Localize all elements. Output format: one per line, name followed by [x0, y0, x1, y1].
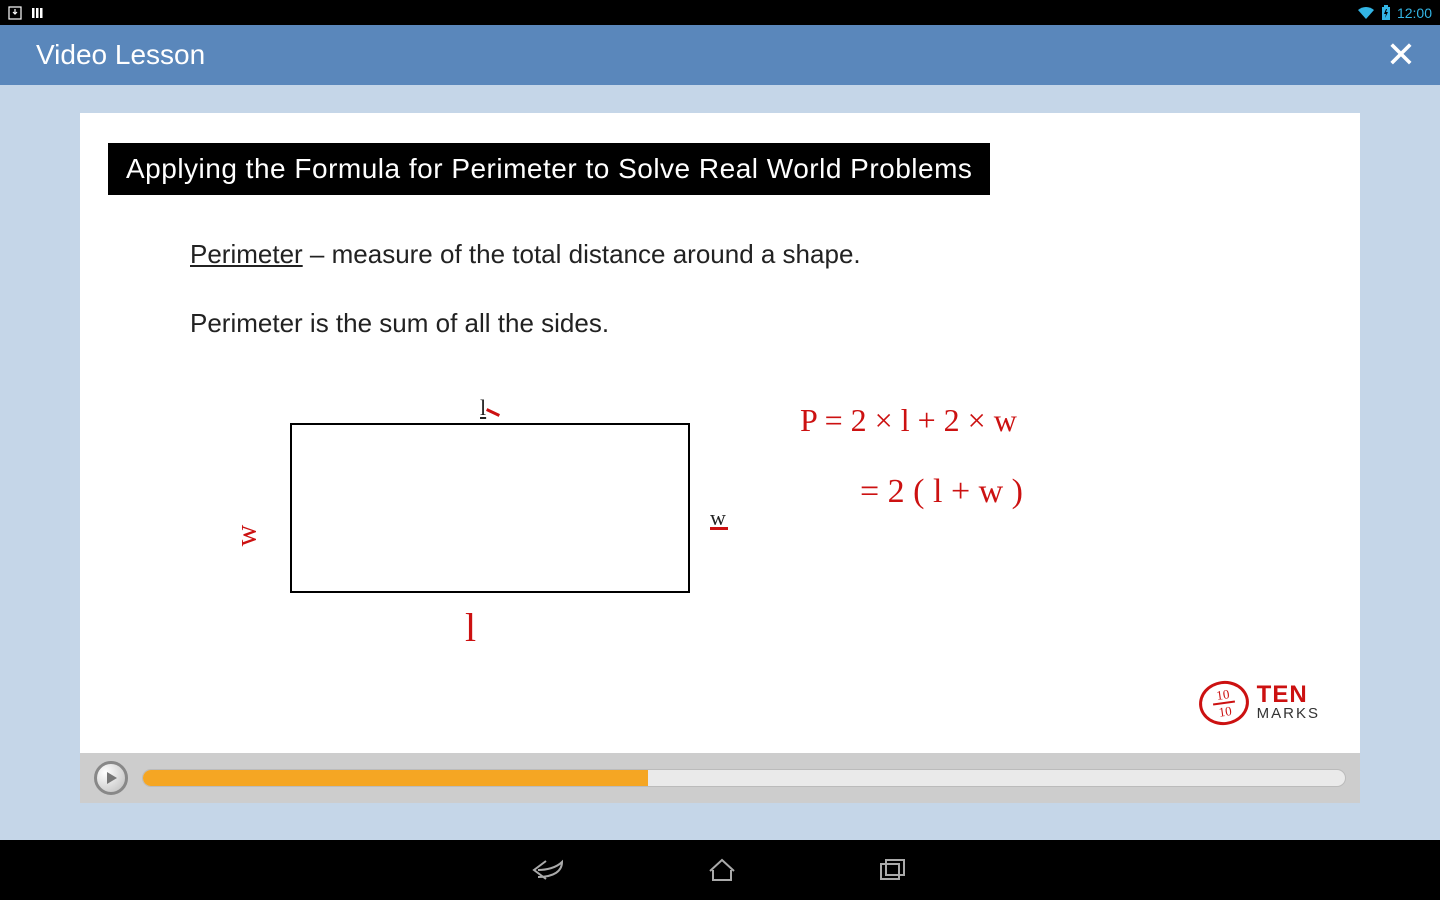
close-button[interactable]: ✕ [1386, 34, 1416, 76]
wifi-icon [1357, 6, 1375, 20]
status-left-icons [8, 6, 44, 20]
definition-rest: – measure of the total distance around a… [303, 239, 861, 269]
term-perimeter: Perimeter [190, 239, 303, 269]
status-right-icons: 12:00 [1357, 5, 1432, 21]
progress-fill [143, 770, 648, 786]
label-w-left: w [223, 525, 268, 547]
definition-line: Perimeter – measure of the total distanc… [190, 235, 1320, 274]
progress-bar[interactable] [142, 769, 1346, 787]
logo-text: TEN MARKS [1257, 684, 1320, 721]
formula-handwriting: P = 2 × l + 2 × w = 2 ( l + w ) [800, 385, 1023, 530]
bars-icon [30, 6, 44, 20]
label-w-right: w [710, 501, 726, 534]
video-controls [80, 753, 1360, 803]
label-l-bottom: l [465, 598, 476, 658]
label-l-top: l [480, 391, 486, 424]
page-title: Video Lesson [36, 39, 205, 71]
formula-line2: = 2 ( l + w ) [800, 455, 1023, 530]
slide-body: Perimeter – measure of the total distanc… [120, 195, 1320, 673]
rectangle-shape [290, 423, 690, 593]
home-nav-icon[interactable] [706, 857, 738, 883]
download-icon [8, 6, 22, 20]
battery-icon [1381, 5, 1391, 21]
android-status-bar: 12:00 [0, 0, 1440, 25]
logo-circle: 10 10 [1196, 678, 1252, 729]
slide-title: Applying the Formula for Perimeter to So… [108, 143, 990, 195]
tenmarks-logo: 10 10 TEN MARKS [1199, 681, 1320, 725]
clock-text: 12:00 [1397, 5, 1432, 21]
back-nav-icon[interactable] [532, 857, 566, 883]
diagram-area: l w w l P = 2 × l + 2 × w = 2 ( l + w ) [190, 373, 1320, 673]
formula-line1: P = 2 × l + 2 × w [800, 385, 1023, 455]
app-header: Video Lesson ✕ [0, 25, 1440, 85]
content-area: Applying the Formula for Perimeter to So… [0, 85, 1440, 840]
video-slide: Applying the Formula for Perimeter to So… [80, 113, 1360, 753]
sum-line: Perimeter is the sum of all the sides. [190, 304, 1320, 343]
android-nav-bar [0, 840, 1440, 900]
play-button[interactable] [94, 761, 128, 795]
recents-nav-icon[interactable] [878, 857, 908, 883]
